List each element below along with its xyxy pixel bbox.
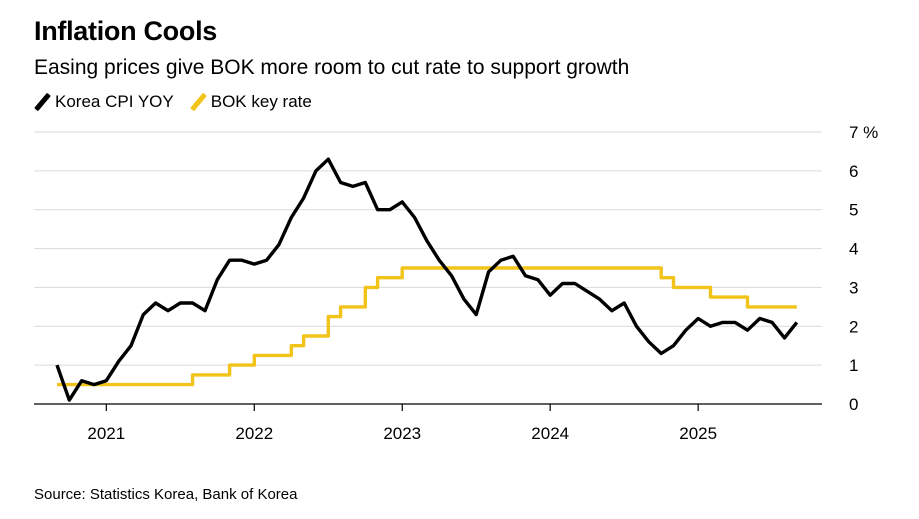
x-tick-label: 2022 xyxy=(235,424,273,443)
y-tick-label: 5 xyxy=(849,201,858,220)
legend-item-cpi: Korea CPI YOY xyxy=(34,92,174,112)
series-lines xyxy=(55,157,799,402)
x-tick-label: 2025 xyxy=(679,424,717,443)
legend-label-rate: BOK key rate xyxy=(210,92,312,111)
y-tick-label: 0 xyxy=(849,395,858,414)
y-tick-label: 3 xyxy=(849,278,858,297)
x-tick-label: 2024 xyxy=(531,424,569,443)
y-tick-label: 6 xyxy=(849,162,858,181)
series-line-bok-key-rate xyxy=(57,266,797,387)
y-tick-label: 7 % xyxy=(849,123,878,142)
legend-item-rate: BOK key rate xyxy=(189,92,312,112)
chart-title: Inflation Cools xyxy=(34,16,217,46)
y-tick-label: 4 xyxy=(849,240,858,259)
chart-legend: Korea CPI YOY BOK key rate xyxy=(34,92,328,112)
y-axis-ticks: 0 1 2 3 4 5 6 7 % xyxy=(849,123,878,414)
x-axis-ticks: 2021 2022 2023 2024 2025 xyxy=(87,404,717,443)
y-tick-label: 1 xyxy=(849,356,858,375)
x-tick-label: 2023 xyxy=(383,424,421,443)
gridlines xyxy=(34,131,822,366)
legend-label-cpi: Korea CPI YOY xyxy=(55,92,174,111)
chart-subtitle: Easing prices give BOK more room to cut … xyxy=(34,56,630,79)
chart-source: Source: Statistics Korea, Bank of Korea xyxy=(34,486,298,503)
series-line-korea-cpi-yoy xyxy=(55,157,799,402)
y-tick-label: 2 xyxy=(849,317,858,336)
x-tick-label: 2021 xyxy=(87,424,125,443)
